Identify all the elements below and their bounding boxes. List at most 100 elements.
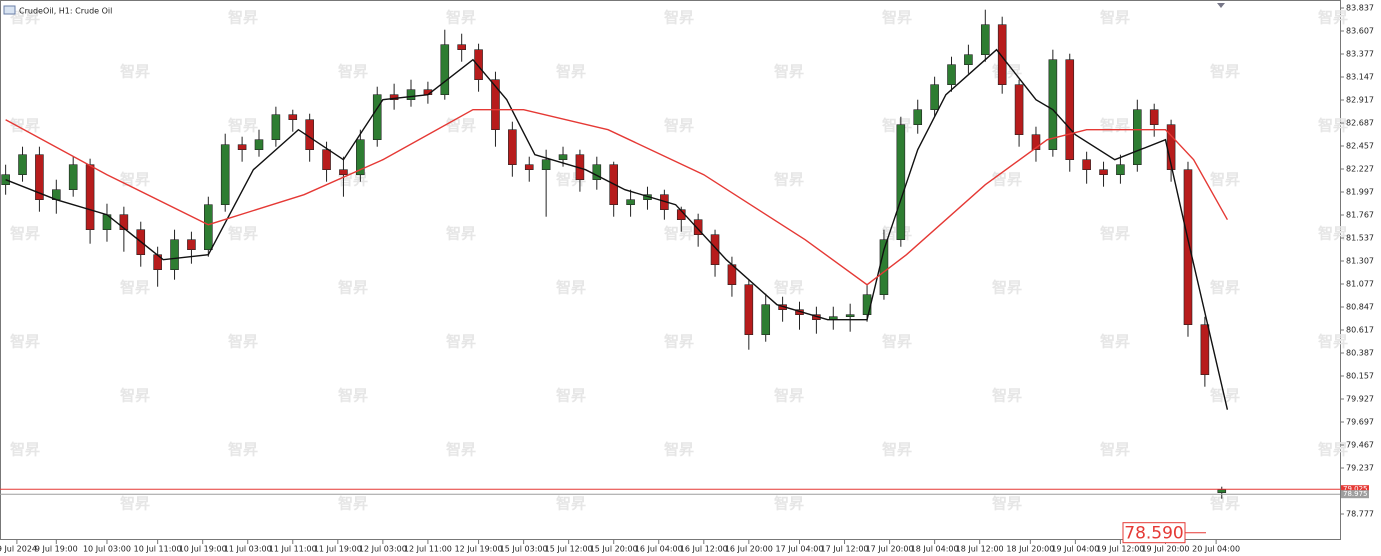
- watermark: 智昇: [882, 9, 912, 27]
- candle-body: [1116, 164, 1125, 175]
- candle-body: [964, 54, 973, 66]
- x-tick-label: 11 Jul 11:00: [269, 545, 317, 554]
- shift-marker: [1217, 3, 1225, 8]
- candle-body: [1183, 169, 1193, 325]
- watermark: 智昇: [10, 9, 40, 27]
- y-tick-label: 80.157: [1346, 372, 1374, 381]
- candle-body: [845, 314, 855, 318]
- candle-body: [271, 114, 281, 140]
- watermark: 智昇: [228, 333, 258, 351]
- watermark: 智昇: [882, 333, 912, 351]
- watermark: 智昇: [774, 495, 804, 513]
- candle-body: [18, 154, 27, 175]
- x-tick-label: 15 Jul 12:00: [545, 545, 593, 554]
- watermark: 智昇: [228, 9, 258, 27]
- watermark: 智昇: [10, 333, 40, 351]
- candle-body: [119, 214, 129, 230]
- watermark: 智昇: [338, 495, 368, 513]
- x-tick-label: 16 Jul 20:00: [725, 545, 773, 554]
- candle-body: [1099, 169, 1108, 175]
- watermark: 智昇: [664, 333, 694, 351]
- watermark: 智昇: [228, 441, 258, 459]
- candle-body: [406, 89, 416, 100]
- candle-body: [356, 139, 365, 175]
- y-tick-label: 79.927: [1346, 395, 1374, 404]
- watermark: 智昇: [10, 441, 40, 459]
- candle-body: [1217, 489, 1227, 494]
- chart-title: CrudeOil, H1: Crude Oil: [19, 7, 112, 16]
- watermark: 智昇: [774, 387, 804, 405]
- candle-body: [237, 144, 247, 150]
- watermark: 智昇: [120, 387, 150, 405]
- candle-body: [862, 294, 872, 316]
- y-tick-label: 79.237: [1346, 464, 1374, 473]
- y-tick-label: 83.607: [1346, 27, 1374, 36]
- candle-body: [187, 239, 196, 250]
- y-tick-label: 82.227: [1346, 165, 1374, 174]
- watermark: 智昇: [1210, 171, 1240, 189]
- watermark: 智昇: [1210, 279, 1240, 297]
- watermark: 智昇: [664, 117, 694, 135]
- candle-body: [524, 164, 534, 170]
- watermark: 智昇: [1100, 225, 1130, 243]
- plot-frame: [0, 0, 1341, 540]
- candle-body: [322, 149, 331, 170]
- x-tick-label: 15 Jul 03:00: [500, 545, 548, 554]
- candle-body: [1082, 159, 1091, 170]
- x-tick-label: 18 Jul 12:00: [956, 545, 1004, 554]
- candle-body: [85, 164, 95, 230]
- x-tick-label: 10 Jul 11:00: [134, 545, 182, 554]
- y-tick-label: 81.997: [1346, 188, 1374, 197]
- watermark: 智昇: [1318, 117, 1348, 135]
- x-tick-label: 11 Jul 03:00: [224, 545, 272, 554]
- watermark: 智昇: [446, 333, 476, 351]
- watermark: 智昇: [446, 225, 476, 243]
- watermark: 智昇: [120, 171, 150, 189]
- watermark: 智昇: [120, 495, 150, 513]
- price-label: 78.975: [1343, 490, 1368, 498]
- candle-body: [204, 204, 213, 250]
- y-tick-label: 80.387: [1346, 349, 1374, 358]
- x-tick-label: 17 Jul 12:00: [821, 545, 869, 554]
- watermark: 智昇: [1100, 333, 1130, 351]
- price-label-bg: [1341, 490, 1369, 499]
- watermark: 智昇: [992, 495, 1022, 513]
- candle-body: [558, 154, 568, 160]
- watermark: 智昇: [556, 63, 586, 81]
- candle-body: [913, 109, 923, 125]
- y-tick-label: 81.307: [1346, 257, 1374, 266]
- watermark: 智昇: [774, 63, 804, 81]
- candle-body: [474, 49, 483, 81]
- watermark: 智昇: [1318, 9, 1348, 27]
- watermark: 智昇: [446, 441, 476, 459]
- x-tick-label: 16 Jul 12:00: [680, 545, 728, 554]
- candle-body: [1014, 84, 1024, 135]
- x-tick-label: 9 Jul 2024: [0, 545, 37, 554]
- x-tick-label: 18 Jul 20:00: [1006, 545, 1054, 554]
- watermark: 智昇: [664, 441, 694, 459]
- watermark: 智昇: [228, 225, 258, 243]
- candle-body: [710, 234, 720, 265]
- x-tick-label: 12 Jul 03:00: [359, 545, 407, 554]
- x-tick-label: 10 Jul 03:00: [83, 545, 131, 554]
- x-tick-label: 11 Jul 19:00: [314, 545, 362, 554]
- y-tick-label: 82.457: [1346, 142, 1374, 151]
- candle-body: [626, 199, 635, 205]
- candle-body: [930, 84, 939, 110]
- y-tick-label: 80.617: [1346, 326, 1374, 335]
- candle-body: [457, 44, 466, 51]
- x-tick-label: 12 Jul 11:00: [404, 545, 452, 554]
- watermark: 智昇: [10, 225, 40, 243]
- candle-body: [1048, 59, 1058, 151]
- candle-body: [339, 169, 348, 175]
- y-tick-label: 81.767: [1346, 211, 1374, 220]
- candle-body: [35, 154, 44, 200]
- candle-body: [896, 124, 906, 240]
- candle-body: [1133, 109, 1142, 165]
- y-tick-label: 83.377: [1346, 50, 1374, 59]
- candle-body: [68, 164, 78, 190]
- watermark: 智昇: [338, 63, 368, 81]
- watermark: 智昇: [774, 279, 804, 297]
- y-tick-label: 83.837: [1346, 4, 1374, 13]
